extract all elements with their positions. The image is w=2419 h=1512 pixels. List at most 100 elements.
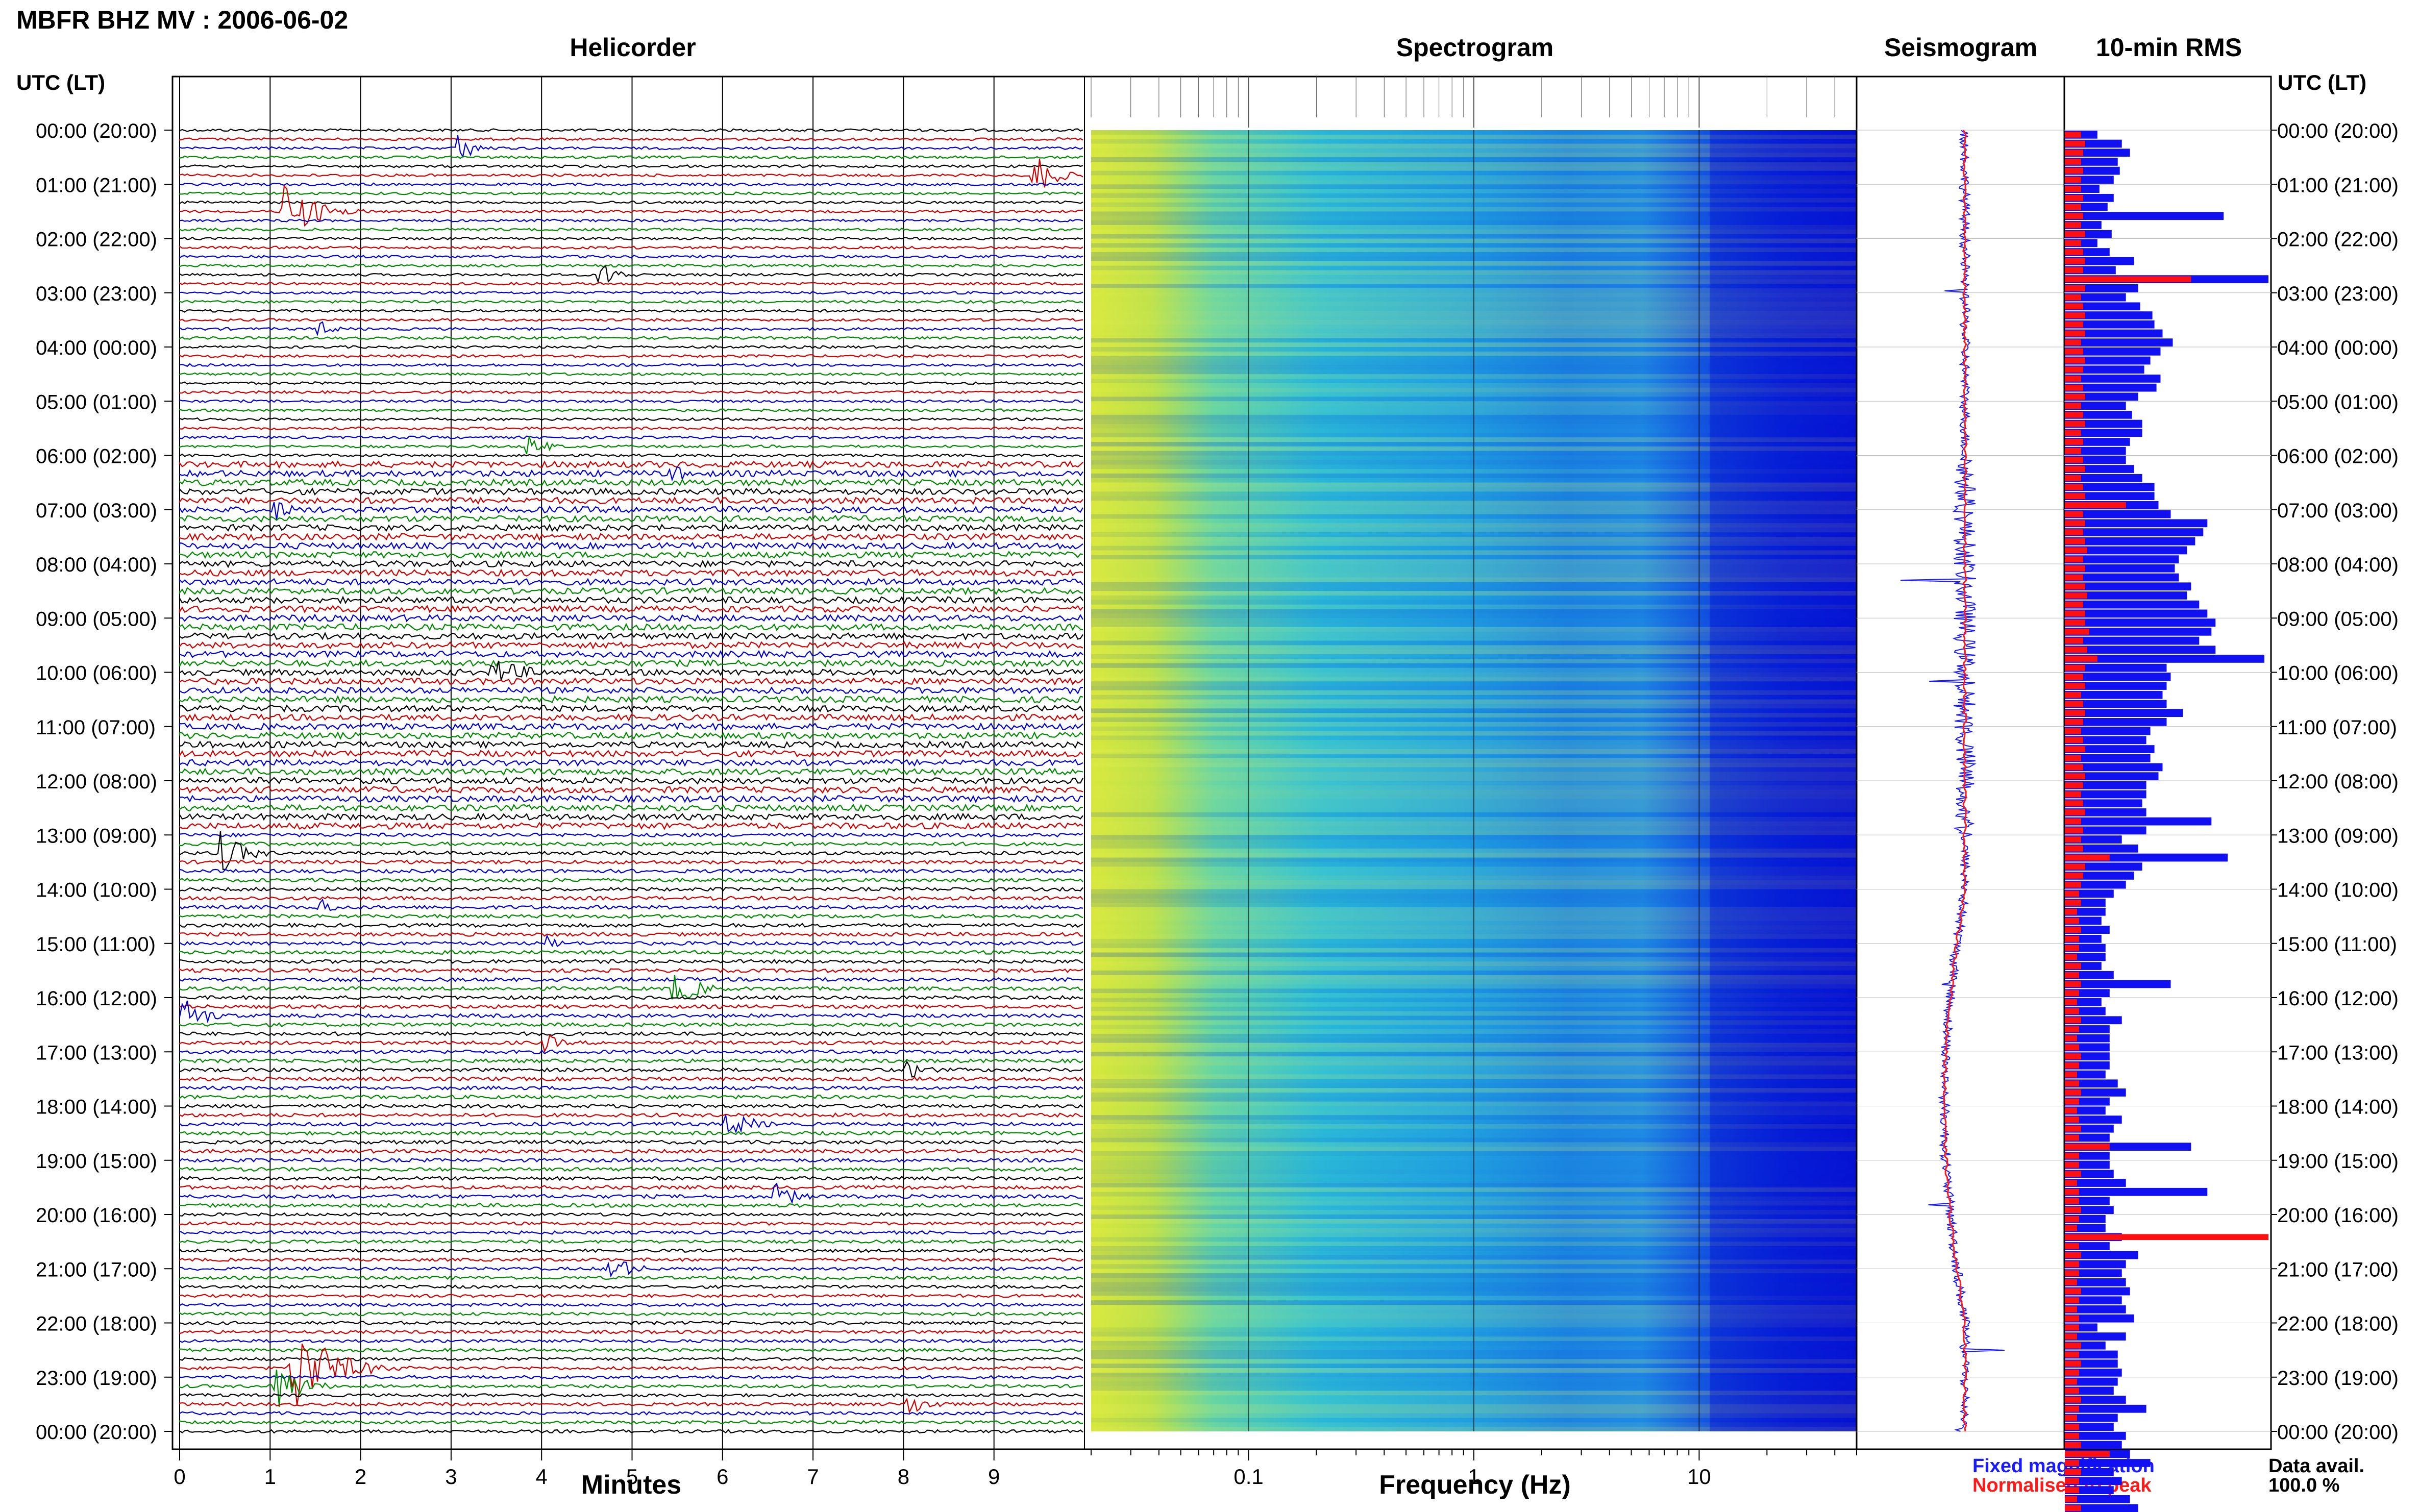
rms-bar-fixed [2065,492,2155,500]
rms-bar-fixed [2065,1314,2134,1323]
helicorder-trace [179,218,1083,223]
rms-bar-fixed [2065,1477,2122,1485]
rms-bar-normalised [2065,357,2085,364]
time-label-left: 15:00 (11:00) [36,933,156,956]
seismogram-normalised-trace [1942,130,1968,1432]
helicorder-trace [179,1397,1083,1414]
helicorder-trace [179,923,1083,928]
spectrogram-shade [1710,130,1857,1431]
rms-bar-normalised [2065,520,2085,527]
rms-bar-normalised [2065,267,2083,274]
rms-bar-normalised [2065,954,2077,960]
helicorder-trace [179,895,1083,901]
helicorder-trace [179,1184,1083,1191]
rms-bar-normalised [2065,529,2083,535]
helicorder-trace [179,290,1083,295]
time-label-right: 02:00 (22:00) [2277,229,2399,251]
rms-bar-normalised [2065,610,2085,617]
rms-bar-fixed [2065,736,2146,745]
helicorder-trace [179,1420,1083,1425]
helicorder-trace [179,1076,1083,1082]
helicorder-trace [179,1094,1083,1100]
helicorder-trace [179,731,1083,740]
rms-bar-fixed [2065,1296,2122,1305]
helicorder-trace [179,1022,1083,1027]
helicorder-trace [179,300,1083,304]
rms-bar-fixed [2065,618,2216,627]
time-label-left: 09:00 (05:00) [36,608,157,630]
rms-bar-fixed [2065,1459,2151,1467]
rms-bar-normalised [2065,746,2085,752]
helicorder-trace [179,309,1083,313]
time-label-left: 14:00 (10:00) [36,879,157,902]
rms-bar-normalised [2065,890,2079,897]
rms-bar-normalised [2065,448,2081,454]
helicorder-trace [179,155,1083,160]
rms-bar-normalised [2065,1405,2079,1412]
rms-bar-normalised [2065,629,2089,635]
rms-bar-fixed [2065,727,2151,735]
helicorder-trace [179,1375,1083,1380]
rms-bar-normalised [2065,981,2081,987]
time-label-left: 00:00 (20:00) [36,120,157,142]
rms-bar-normalised [2065,854,2110,861]
rms-bar-normalised [2065,683,2085,689]
time-label-right: 12:00 (08:00) [2277,771,2399,793]
data-avail-value: 100.0 % [2268,1475,2340,1496]
helicorder-xtick-label: 0 [174,1465,185,1489]
helicorder-trace [179,236,1083,241]
rms-bar-normalised [2065,637,2083,644]
main-title: MBFR BHZ MV : 2006-06-02 [16,6,349,34]
rms-bar-normalised [2065,565,2085,572]
helicorder-trace [179,372,1083,377]
rms-bar-normalised [2065,1451,2110,1457]
rms-bar-fixed [2065,673,2171,681]
rms-bar-normalised [2065,1171,2081,1177]
rms-bar-fixed [2065,646,2216,654]
helicorder-trace [179,1348,1083,1352]
time-label-right: 23:00 (19:00) [2277,1367,2399,1390]
helicorder-trace [179,1060,1083,1078]
helicorder-trace [179,1339,1083,1344]
time-label-right: 16:00 (12:00) [2277,987,2399,1010]
rms-bar-normalised [2065,764,2083,771]
rms-bar-normalised [2065,1144,2110,1150]
rms-bar-normalised [2065,475,2081,481]
helicorder-panel [171,76,1858,1450]
rms-bar-normalised [2065,701,2083,707]
rms-bar-normalised [2065,647,2087,653]
helicorder-trace [179,859,1083,865]
helicorder-trace [179,363,1083,367]
helicorder-trace [179,336,1083,340]
rms-bar-normalised [2065,384,2083,391]
rms-bar-normalised [2065,1469,2081,1475]
helicorder-trace [179,453,1083,458]
rms-bar-fixed [2065,1278,2126,1286]
helicorder-trace [179,586,1083,596]
rms-bar-fixed [2065,700,2167,708]
time-label-left: 02:00 (22:00) [36,229,157,251]
rms-bar-normalised [2065,664,2085,671]
helicorder-trace [179,977,1083,982]
rms-bar-normalised [2065,918,2079,924]
rms-bar-normalised [2065,439,2083,445]
rms-bar-normalised [2065,908,2077,915]
helicorder-trace [179,623,1083,632]
helicorder-trace [179,1294,1083,1298]
rms-bar-normalised [2065,999,2077,1005]
rms-bar-normalised [2065,240,2081,246]
helicorder-trace [179,1311,1083,1316]
helicorder-trace [179,758,1083,767]
helicorder-xtick-label: 1 [264,1465,276,1489]
rms-bar-fixed [2065,528,2204,536]
rms-bar-fixed [2065,365,2144,374]
rms-bar-normalised [2065,1089,2081,1096]
rms-bar-normalised [2065,1378,2077,1385]
rms-bar-normalised [2065,1324,2079,1331]
time-label-right: 20:00 (16:00) [2277,1204,2399,1227]
rms-bar-fixed [2065,429,2142,437]
rms-bar-fixed [2065,302,2140,311]
utc-header-left: UTC (LT) [16,70,106,94]
helicorder-trace [179,255,1083,259]
rms-bar-fixed [2065,1504,2138,1512]
